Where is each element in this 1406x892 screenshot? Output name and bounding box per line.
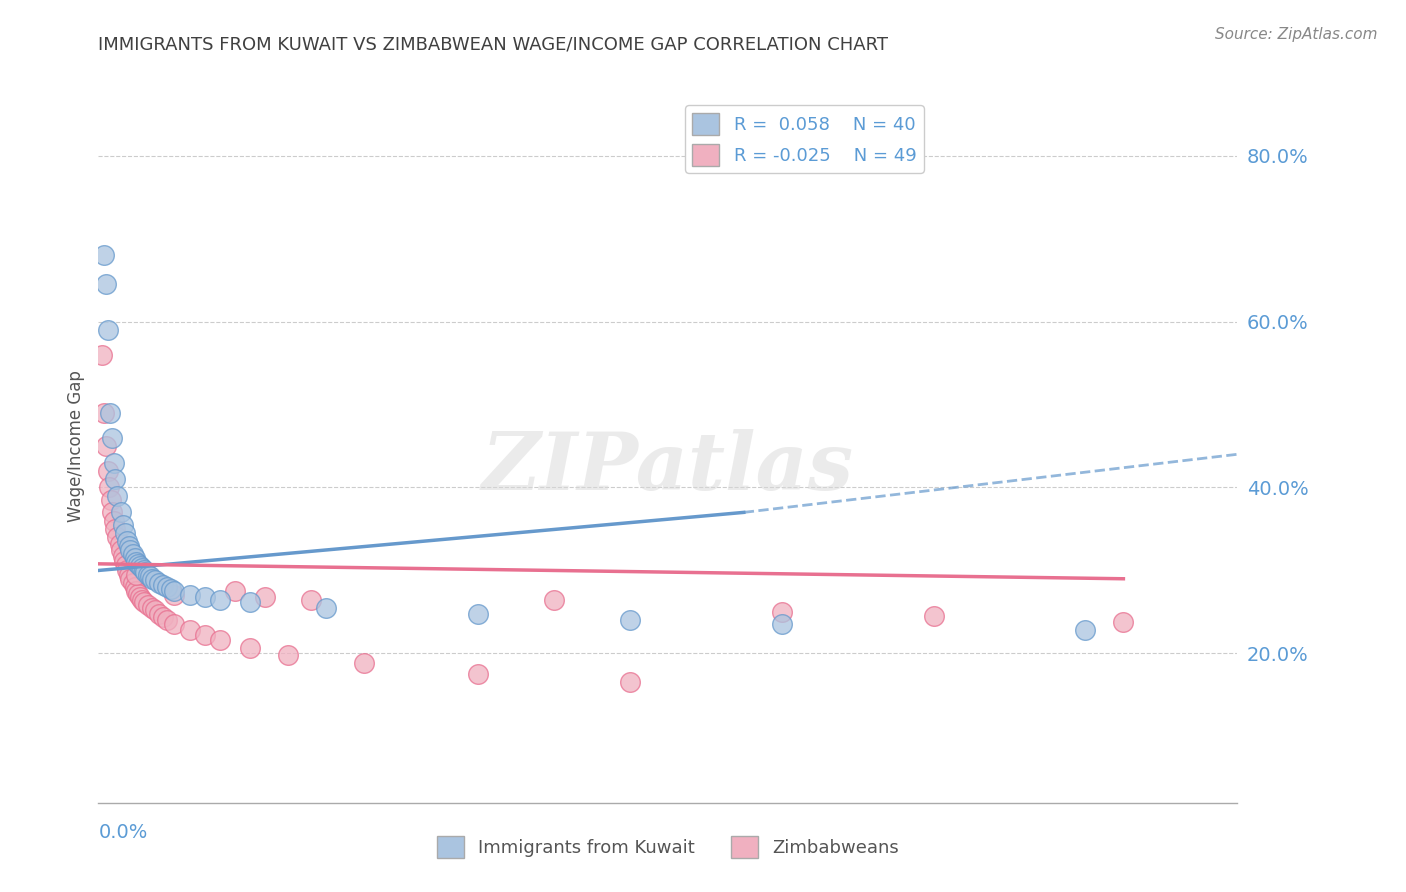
Point: [125, 567, 148, 582]
Point: [98, 481, 121, 495]
Point: [129, 559, 152, 574]
Point: [108, 537, 131, 551]
Point: [114, 526, 136, 541]
Point: [104, 522, 127, 536]
Point: [114, 558, 136, 573]
Point: [121, 575, 143, 590]
Y-axis label: Wage/Income Gap: Wage/Income Gap: [66, 370, 84, 522]
Legend: Immigrants from Kuwait, Zimbabweans: Immigrants from Kuwait, Zimbabweans: [429, 829, 907, 865]
Point: [91, 348, 114, 362]
Point: [156, 613, 179, 627]
Point: [254, 590, 277, 604]
Point: [141, 572, 163, 586]
Point: [141, 600, 163, 615]
Point: [163, 588, 186, 602]
Point: [163, 617, 186, 632]
Point: [107, 489, 129, 503]
Point: [103, 456, 125, 470]
Point: [770, 605, 793, 619]
Point: [467, 607, 489, 621]
Point: [467, 667, 489, 681]
Point: [152, 577, 174, 591]
Point: [239, 595, 262, 609]
Point: [118, 539, 141, 553]
Point: [131, 561, 153, 575]
Point: [152, 610, 174, 624]
Point: [96, 323, 118, 337]
Point: [127, 557, 149, 571]
Point: [93, 406, 115, 420]
Point: [120, 572, 142, 586]
Point: [96, 464, 118, 478]
Point: [125, 584, 148, 599]
Point: [93, 248, 115, 262]
Text: IMMIGRANTS FROM KUWAIT VS ZIMBABWEAN WAGE/INCOME GAP CORRELATION CHART: IMMIGRANTS FROM KUWAIT VS ZIMBABWEAN WAG…: [98, 36, 889, 54]
Point: [129, 590, 152, 604]
Point: [131, 592, 153, 607]
Point: [1112, 615, 1135, 629]
Point: [117, 564, 139, 578]
Point: [111, 549, 134, 563]
Point: [100, 492, 122, 507]
Point: [124, 580, 146, 594]
Point: [159, 582, 181, 596]
Point: [208, 633, 231, 648]
Point: [101, 431, 124, 445]
Text: Source: ZipAtlas.com: Source: ZipAtlas.com: [1215, 27, 1378, 42]
Point: [110, 542, 132, 557]
Point: [101, 505, 124, 519]
Point: [103, 514, 125, 528]
Point: [127, 587, 149, 601]
Point: [117, 534, 139, 549]
Point: [104, 472, 127, 486]
Point: [145, 574, 167, 588]
Point: [543, 592, 565, 607]
Point: [194, 628, 217, 642]
Point: [132, 595, 155, 609]
Text: 0.0%: 0.0%: [98, 823, 148, 842]
Point: [148, 575, 170, 590]
Point: [156, 580, 179, 594]
Point: [277, 648, 299, 662]
Point: [111, 517, 134, 532]
Point: [94, 277, 117, 292]
Point: [121, 547, 143, 561]
Point: [94, 439, 117, 453]
Point: [98, 406, 121, 420]
Point: [112, 553, 135, 567]
Point: [194, 590, 217, 604]
Point: [179, 624, 201, 638]
Text: ZIPatlas: ZIPatlas: [482, 429, 853, 506]
Point: [163, 584, 186, 599]
Point: [922, 609, 945, 624]
Point: [239, 641, 262, 656]
Point: [179, 588, 201, 602]
Point: [145, 603, 167, 617]
Point: [136, 567, 159, 582]
Point: [208, 592, 231, 607]
Point: [124, 551, 146, 566]
Point: [132, 564, 155, 578]
Point: [299, 592, 322, 607]
Point: [120, 542, 142, 557]
Point: [139, 569, 162, 583]
Point: [118, 567, 141, 582]
Point: [619, 613, 641, 627]
Point: [148, 607, 170, 621]
Point: [770, 617, 793, 632]
Point: [107, 530, 129, 544]
Point: [125, 555, 148, 569]
Point: [1074, 624, 1097, 638]
Point: [136, 599, 159, 613]
Point: [315, 600, 337, 615]
Point: [110, 505, 132, 519]
Point: [134, 565, 156, 579]
Point: [619, 675, 641, 690]
Point: [353, 657, 375, 671]
Point: [224, 584, 246, 599]
